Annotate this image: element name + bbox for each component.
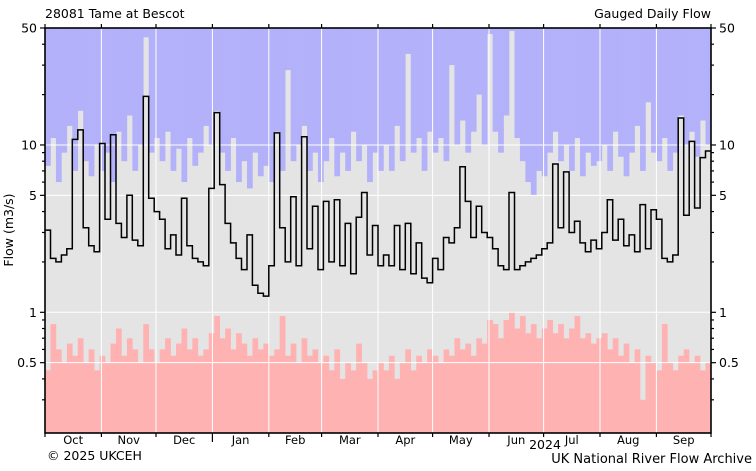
y-axis-labels-left: 50 10 5 1 0.5	[17, 21, 37, 371]
month-label-feb: Feb	[285, 433, 305, 447]
month-label-jan: Jan	[231, 433, 250, 447]
month-label-sep: Sep	[673, 433, 695, 447]
series-label: Gauged Daily Flow	[594, 6, 711, 21]
month-label-jun: Jun	[506, 433, 525, 447]
copyright-text: © 2025 UKCEH	[47, 448, 142, 463]
month-label-jul: Jul	[564, 433, 579, 447]
gridlines	[45, 28, 711, 433]
y-tick-right-5: 5	[719, 188, 727, 203]
chart-title: 28081 Tame at Bescot	[45, 6, 185, 21]
y-tick-right-50: 50	[719, 21, 735, 36]
y-tick-left-0.5: 0.5	[17, 355, 37, 370]
y-tick-left-10: 10	[21, 137, 37, 152]
month-label-dec: Dec	[173, 433, 195, 447]
axis-ticks	[40, 24, 716, 442]
x-axis-year-label: 2024	[529, 437, 561, 452]
y-axis-labels-right: 50 10 5 1 0.5	[719, 21, 739, 371]
y-tick-left-1: 1	[29, 305, 37, 320]
y-tick-left-50: 50	[21, 21, 37, 36]
month-label-oct: Oct	[63, 433, 83, 447]
flow-line	[45, 95, 711, 297]
y-tick-right-1: 1	[719, 305, 727, 320]
y-tick-right-0.5: 0.5	[719, 355, 739, 370]
y-tick-right-10: 10	[719, 137, 735, 152]
source-attribution-text: UK National River Flow Archive	[551, 452, 752, 467]
month-label-may: May	[449, 433, 473, 447]
month-label-nov: Nov	[117, 433, 140, 447]
y-axis-title: Flow (m3/s)	[1, 193, 16, 266]
x-axis-month-labels: Oct Nov Dec Jan Feb Mar Apr May Jun Jul Aug Sep	[63, 433, 694, 447]
month-label-mar: Mar	[339, 433, 361, 447]
month-label-aug: Aug	[617, 433, 639, 447]
y-tick-left-5: 5	[29, 188, 37, 203]
month-label-apr: Apr	[395, 433, 415, 447]
